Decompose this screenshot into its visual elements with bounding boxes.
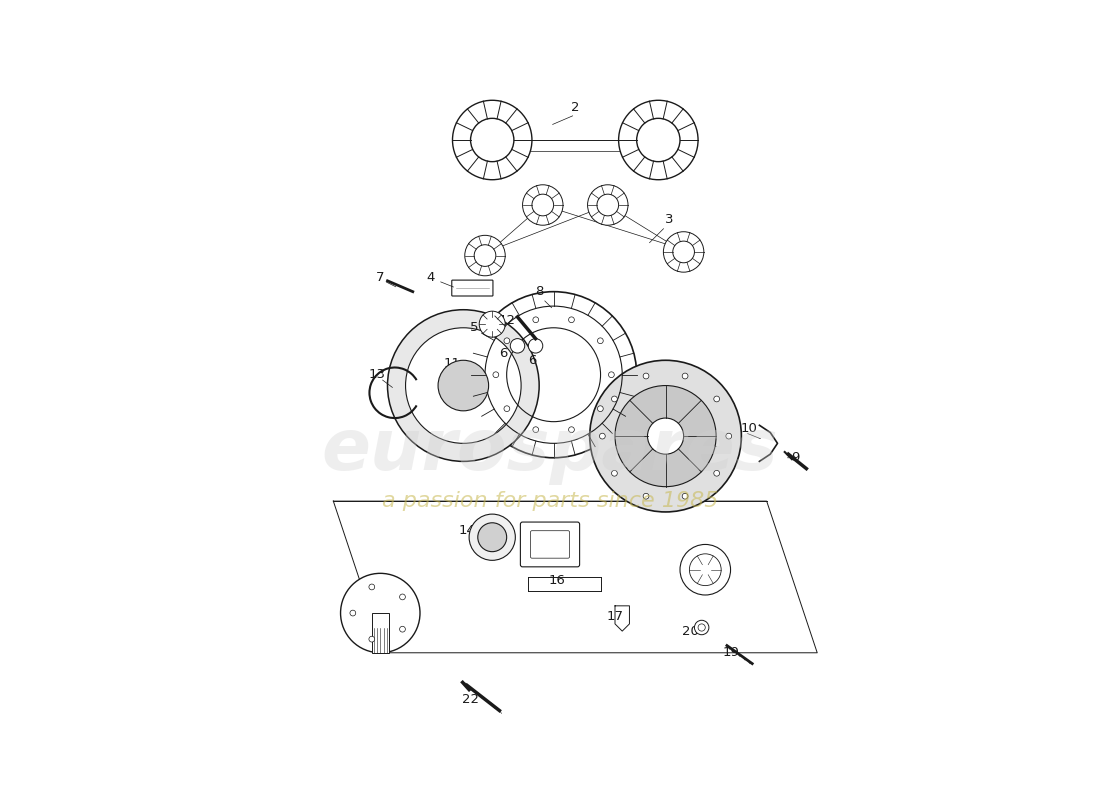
Circle shape	[510, 338, 525, 353]
Circle shape	[532, 426, 539, 433]
Circle shape	[648, 418, 683, 454]
Text: 14: 14	[459, 523, 475, 537]
Circle shape	[469, 514, 515, 560]
Circle shape	[522, 185, 563, 226]
Text: eurospares: eurospares	[321, 416, 779, 485]
FancyBboxPatch shape	[452, 280, 493, 296]
Circle shape	[528, 338, 542, 353]
Circle shape	[569, 426, 574, 433]
Circle shape	[694, 620, 708, 634]
Text: 3: 3	[664, 213, 673, 226]
Text: 12: 12	[498, 314, 515, 327]
Circle shape	[504, 338, 509, 344]
Text: 22: 22	[462, 694, 480, 706]
Text: 13: 13	[368, 368, 385, 382]
Circle shape	[597, 406, 603, 411]
Circle shape	[612, 396, 617, 402]
Circle shape	[597, 338, 603, 344]
Text: 7: 7	[376, 270, 385, 284]
Circle shape	[368, 636, 375, 642]
Circle shape	[587, 185, 628, 226]
Circle shape	[682, 373, 688, 379]
Text: 3: 3	[477, 249, 485, 262]
Circle shape	[680, 545, 730, 595]
Circle shape	[600, 434, 605, 439]
Circle shape	[663, 232, 704, 272]
Text: 6: 6	[528, 354, 536, 366]
Text: 21: 21	[354, 610, 371, 623]
Circle shape	[493, 372, 498, 378]
Circle shape	[612, 470, 617, 476]
Circle shape	[368, 584, 375, 590]
Circle shape	[682, 494, 688, 499]
Bar	[372, 613, 389, 653]
Circle shape	[618, 100, 698, 180]
Text: 9: 9	[791, 451, 800, 464]
Circle shape	[615, 386, 716, 486]
Circle shape	[726, 434, 732, 439]
Circle shape	[714, 470, 719, 476]
Circle shape	[644, 373, 649, 379]
Text: 2: 2	[571, 101, 580, 114]
Circle shape	[350, 610, 355, 616]
Circle shape	[504, 406, 509, 411]
Text: 16: 16	[549, 574, 565, 587]
Circle shape	[480, 311, 505, 337]
Circle shape	[387, 310, 539, 462]
Circle shape	[714, 396, 719, 402]
Text: 6: 6	[499, 346, 507, 359]
Text: 19: 19	[722, 646, 739, 659]
Circle shape	[406, 328, 521, 443]
Text: 15: 15	[520, 530, 537, 544]
Text: 5: 5	[470, 322, 478, 334]
Text: 4: 4	[427, 270, 434, 284]
Circle shape	[569, 317, 574, 322]
Text: 8: 8	[535, 285, 543, 298]
Circle shape	[399, 594, 406, 600]
Text: 11: 11	[444, 358, 461, 370]
Circle shape	[399, 626, 406, 632]
Circle shape	[465, 235, 505, 276]
Text: 17: 17	[606, 610, 624, 623]
Text: 1: 1	[708, 437, 717, 450]
Circle shape	[438, 360, 488, 411]
Text: 20: 20	[682, 625, 700, 638]
Circle shape	[341, 574, 420, 653]
Circle shape	[644, 494, 649, 499]
Circle shape	[608, 372, 614, 378]
Text: a passion for parts since 1985: a passion for parts since 1985	[382, 491, 718, 511]
FancyBboxPatch shape	[520, 522, 580, 567]
Text: 10: 10	[740, 422, 757, 435]
Text: 18: 18	[693, 563, 711, 576]
Circle shape	[590, 360, 741, 512]
Circle shape	[532, 317, 539, 322]
Circle shape	[452, 100, 532, 180]
Circle shape	[471, 292, 637, 458]
Circle shape	[477, 522, 507, 552]
